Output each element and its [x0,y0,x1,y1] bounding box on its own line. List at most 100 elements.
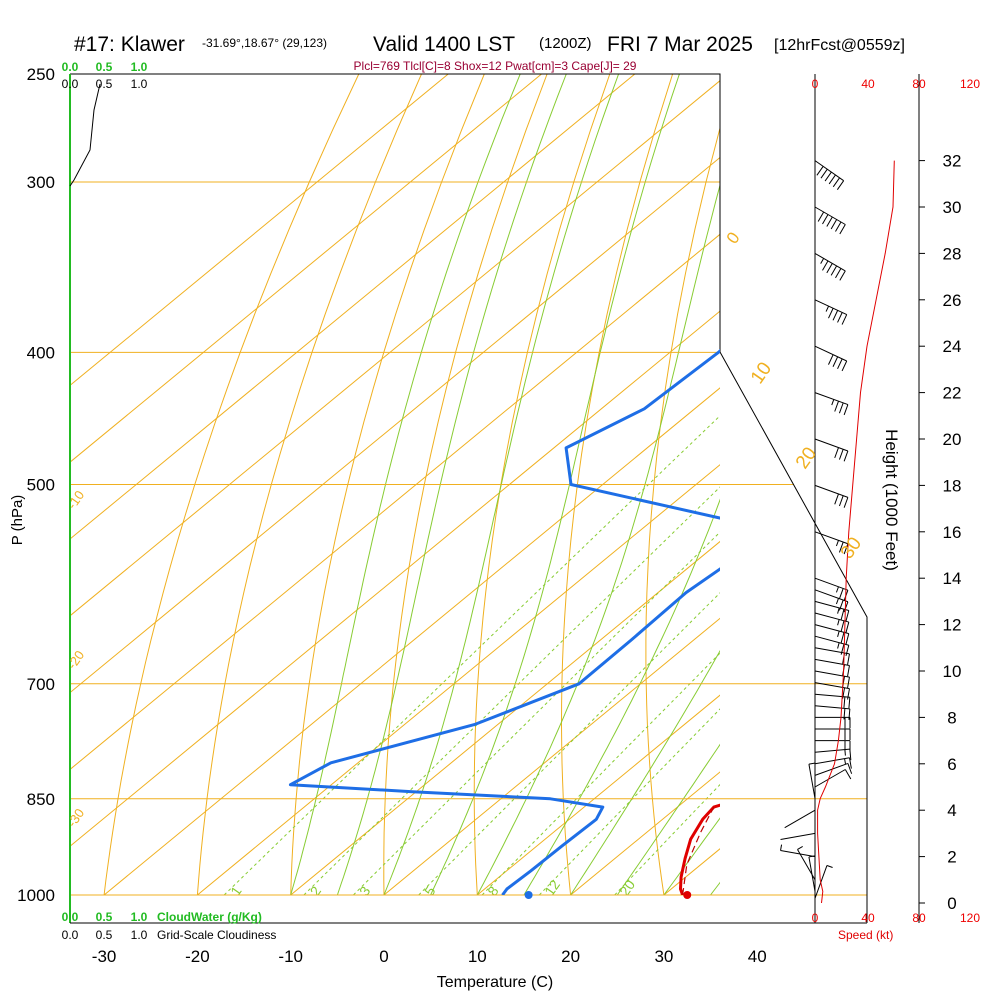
temperature-tick-label: 40 [748,947,767,966]
wind-barb [815,740,851,752]
cloud-scale-axis: 0.0 0.0 0.0 0.0 0.5 0.5 0.5 0.5 1.0 1.0 1.0 1.0 [62,60,148,942]
isotherm-line [383,617,720,895]
wind-barb-feather [828,174,836,185]
wind-barb-feather [843,708,846,720]
cloudiness-tick-label: 0.5 [96,77,113,91]
height-tick-label: 24 [943,337,962,356]
wind-barb [814,589,849,613]
wind-barb-feather [817,211,825,222]
wind-speed-profile [817,160,895,904]
wind-barb-feather [830,219,838,230]
moist-adiabat-line [523,498,720,895]
wind-barb-staff [814,392,849,406]
wind-barb-feather [838,588,844,599]
height-tick-label: 32 [943,152,962,171]
dry-adiabat-line [383,74,548,895]
wind-barb-half-feather [808,762,815,765]
wind-barb-feather [841,314,848,325]
wind-barb-feather [839,224,846,235]
wind-barb-staff [814,345,847,362]
wind-barb-staff [808,764,816,799]
wind-barb-half-feather [837,642,840,649]
speed-axis-label: Speed (kt) [838,928,893,942]
surface-points [524,891,692,899]
wind-barb-half-feather [837,619,840,626]
wind-barb-feather [820,168,828,179]
wind-barb-feather [847,653,850,665]
temperature-tick-label: -30 [92,947,117,966]
pressure-tick-label: 250 [27,65,55,84]
wind-barb-feather [845,633,850,645]
wind-barb-feather [848,708,851,720]
wind-barb [814,252,846,281]
sounding-profiles [288,348,720,895]
wind-barb-feather [834,447,839,459]
cloudwater-tick-label: 0.0 [62,60,79,74]
wind-barb-half-feather [835,540,839,547]
wind-barb [814,600,850,622]
wind-barb-feather [843,450,849,462]
speed-tick-label: 120 [960,77,980,91]
wind-barb-feather [838,599,844,611]
wind-barb-feather [842,687,846,699]
valid-time: Valid 1400 LST [373,33,515,56]
wind-barb [814,693,851,709]
pressure-tick-label: 500 [27,476,55,495]
wind-barb-feather [840,609,845,620]
moist-adiabat-line [476,183,720,895]
wind-barb [780,844,816,858]
wind-barb [814,769,852,788]
dry-adiabat-line [645,126,720,895]
wind-barb [814,705,851,720]
wind-barb-staff [814,299,847,316]
wind-barb-feather [826,216,833,227]
station-coords: -31.69°,18.67° (29,123) [202,36,327,50]
wind-barb-feather [830,265,838,276]
wind-barb-feather [834,493,839,505]
wind-barb-feather [822,260,829,271]
wind-barb-half-feather [835,598,839,605]
wind-speed-line [817,160,895,904]
pressure-tick-label: 1000 [17,886,55,905]
pressure-tick-label: 400 [27,343,55,362]
temperature-tick-label: 20 [561,947,580,966]
wind-barb-half-feather [837,630,840,637]
speed-tick-label: 120 [960,911,980,925]
height-tick-label: 12 [943,616,962,635]
mixing-ratio-line [614,783,720,895]
wind-barb-half-feather [826,865,833,868]
wind-barb-staff [814,160,844,182]
cloudwater-tick-label: 1.0 [131,60,148,74]
wind-barb [797,846,816,881]
pressure-axis: 250 300 400 500 700 850 1000 [17,65,55,905]
wind-barb-staff [814,252,846,272]
temperature-tick-label: -10 [278,947,303,966]
wind-barb-half-feather [820,258,825,264]
wind-barb-feather [843,404,849,416]
speed-tick-label: 0 [812,911,819,925]
cloudiness-tick-label: 0.5 [96,928,113,942]
wind-barb-half-feather [825,305,830,312]
wind-barb [814,484,849,508]
isotherm-line [70,74,449,387]
height-tick-label: 18 [943,476,962,495]
speed-tick-label: 80 [912,77,926,91]
wind-barb-half-feather [780,844,783,851]
wind-barb [814,612,850,633]
wind-barb-staff [814,484,849,498]
wind-barb-feather [832,356,839,367]
wind-barb-feather [832,177,840,188]
wind-barb-feather [828,308,834,319]
wind-barb-feather [826,263,833,274]
wind-barb-feather [845,610,850,622]
wind-barb-feather [845,645,850,657]
dry-adiabat-line [196,74,422,895]
wind-barb-feather [843,601,849,613]
temperature-axis: -30 -20 -10 0 10 20 30 40 [92,947,767,966]
wind-barb-half-feather [837,607,840,614]
wind-barb-feather [837,358,843,370]
valid-utc: (1200Z) [539,35,592,52]
wind-barb-half-feather [831,399,835,406]
wind-barb [814,757,852,769]
